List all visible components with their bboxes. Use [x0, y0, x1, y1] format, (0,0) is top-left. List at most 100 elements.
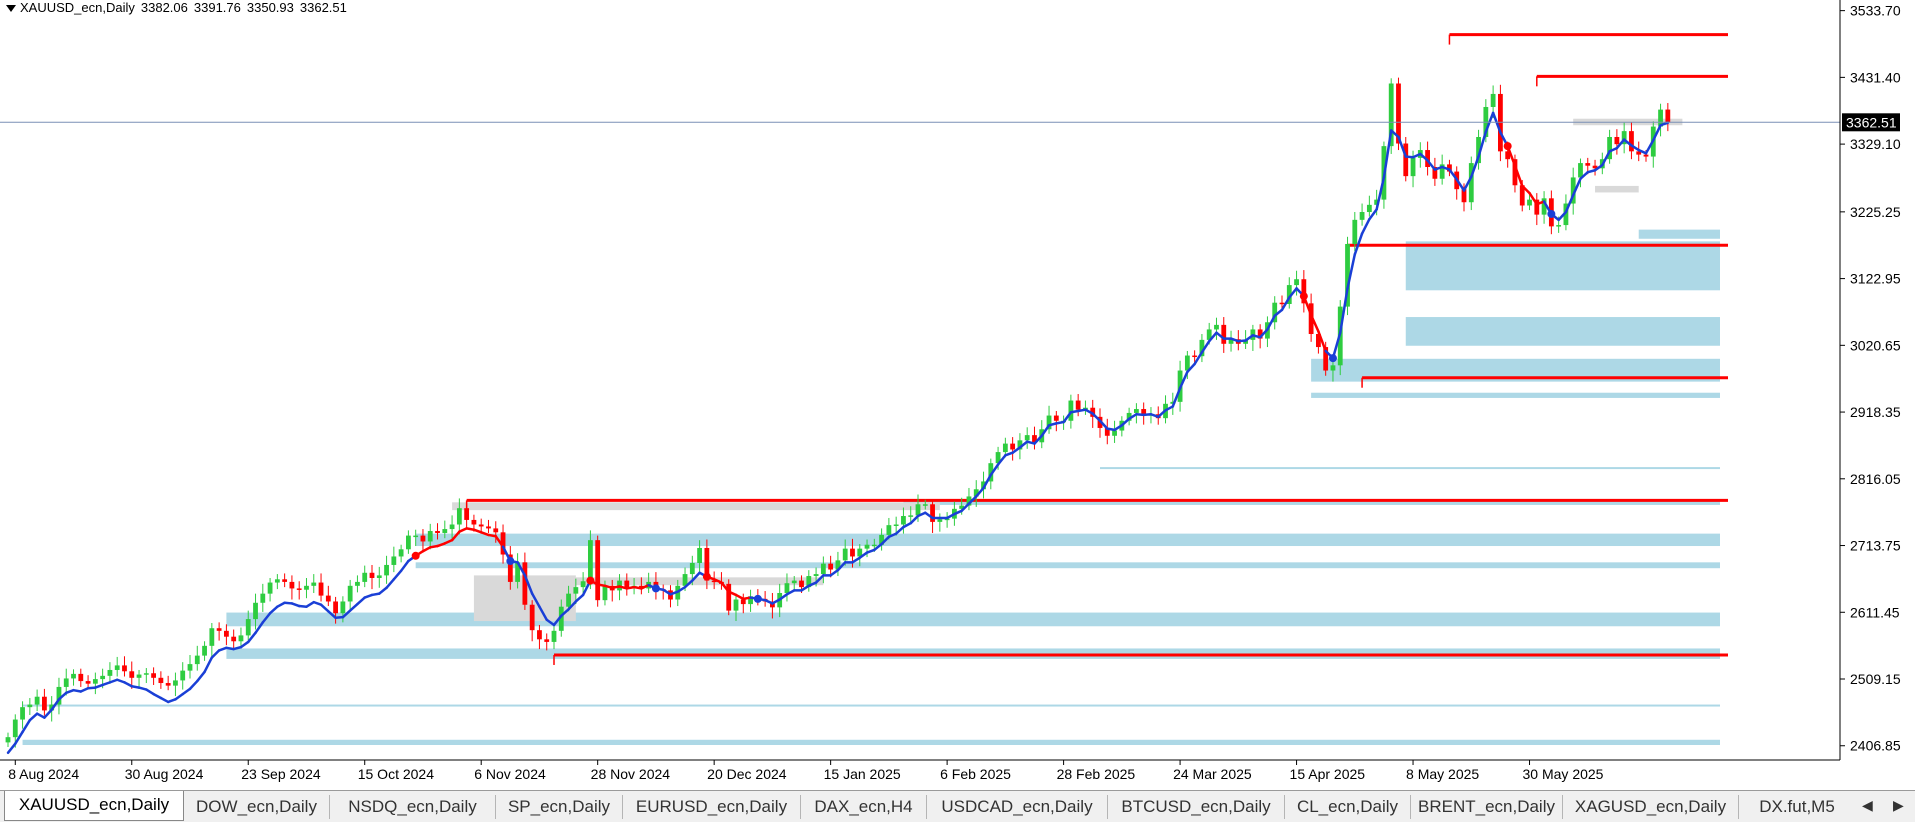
collapse-triangle-icon[interactable] — [6, 5, 16, 13]
trend-segment-111 — [814, 574, 825, 584]
tab-nsdq-daily[interactable]: NSDQ_ecn,Daily — [330, 795, 496, 819]
trend-segment-226 — [1652, 124, 1662, 142]
trend-segment-194 — [1419, 152, 1429, 162]
tab-xauusd-daily[interactable]: XAUUSD_ecn,Daily — [4, 791, 184, 821]
candle-body-72 — [529, 604, 535, 631]
candle-body-209 — [1527, 199, 1532, 206]
trend-segment-195 — [1426, 159, 1437, 171]
trend-segment-5 — [43, 708, 53, 719]
candle-body-4 — [34, 696, 40, 705]
trend-segment-199 — [1455, 178, 1466, 192]
chart-title: XAUUSD_ecn,Daily 3382.06 3391.76 3350.93 336… — [6, 0, 353, 15]
candle-body-41 — [304, 585, 309, 590]
trend-segment-150 — [1098, 419, 1109, 430]
candle-body-191 — [1396, 83, 1401, 144]
candle-body-193 — [1410, 157, 1416, 177]
trend-segment-91 — [669, 590, 680, 596]
tab-sp-daily[interactable]: SP_ecn,Daily — [496, 795, 623, 819]
candle-body-31 — [231, 636, 237, 642]
candle-body-79 — [580, 581, 586, 588]
candle-body-38 — [282, 579, 288, 582]
candle-body-196 — [1432, 167, 1438, 179]
tab-eurusd-daily[interactable]: EURUSD_ecn,Daily — [623, 795, 801, 819]
tab-dax-h4[interactable]: DAX_ecn,H4 — [801, 795, 927, 819]
trend-segment-105 — [771, 598, 781, 605]
candle-body-5 — [42, 696, 47, 711]
candle-body-74 — [544, 639, 550, 642]
candle-body-147 — [1075, 400, 1081, 410]
candle-body-65 — [478, 524, 484, 527]
tab-dx-m5[interactable]: DX.fut,M5 — [1759, 797, 1835, 816]
candle-body-28 — [209, 628, 215, 646]
candle-body-25 — [187, 664, 193, 671]
trend-segment-54 — [399, 559, 410, 573]
candle-body-7 — [56, 686, 62, 705]
tab-cl-daily[interactable]: CL_ecn,Daily — [1285, 795, 1411, 819]
trend-segment-8 — [64, 688, 75, 695]
x-tick-label-6: 20 Dec 2024 — [707, 766, 787, 782]
x-tick-label-9: 28 Feb 2025 — [1057, 766, 1136, 782]
candle-body-82 — [602, 585, 608, 601]
trend-segment-7 — [57, 691, 68, 701]
candle-body-26 — [194, 655, 200, 665]
candle-body-144 — [1053, 415, 1059, 421]
tab-btcusd-daily[interactable]: BTCUSD_ecn,Daily — [1108, 795, 1285, 819]
candle-body-14 — [107, 669, 113, 676]
tabs-prev-icon[interactable]: ◀ — [1862, 797, 1873, 813]
candle-body-47 — [347, 585, 353, 602]
x-tick-label-2: 23 Sep 2024 — [241, 766, 321, 782]
trend-segment-190 — [1389, 129, 1400, 139]
candle-body-23 — [173, 680, 178, 686]
tab-xagusd-daily[interactable]: XAGUSD_ecn,Daily — [1563, 795, 1739, 819]
trend-segment-76 — [560, 608, 570, 618]
candle-body-220 — [1607, 136, 1612, 160]
trend-segment-74 — [545, 618, 556, 627]
candle-body-29 — [216, 628, 222, 631]
trend-segment-65 — [479, 531, 490, 537]
tab-dow-daily[interactable]: DOW_ecn,Daily — [184, 795, 330, 819]
trend-segment-221 — [1615, 138, 1626, 150]
trend-segment-121 — [887, 532, 898, 539]
trend-segment-116 — [851, 556, 862, 564]
candle-body-115 — [842, 548, 848, 561]
chart-canvas[interactable]: 3533.70 3431.40 3329.10 3225.25 3122.95 3020.… — [0, 0, 1915, 790]
trend-segment-52 — [385, 578, 396, 590]
trend-segment-172 — [1258, 328, 1269, 339]
candle-body-66 — [486, 526, 491, 529]
tabs-next-icon[interactable]: ▶ — [1893, 797, 1904, 813]
trend-segment-6 — [50, 698, 61, 712]
demand-zone-11 — [226, 612, 1720, 627]
candle-body-175 — [1279, 302, 1285, 305]
trend-segment-104 — [763, 598, 774, 605]
tab-usdcad-daily[interactable]: USDCAD_ecn,Daily — [927, 795, 1108, 819]
candle-body-62 — [456, 508, 462, 525]
trend-segment-185 — [1353, 232, 1364, 256]
trend-segment-48 — [356, 596, 366, 606]
trend-segment-31 — [232, 645, 243, 651]
candle-body-178 — [1301, 279, 1307, 304]
candle-body-37 — [274, 579, 280, 583]
candle-body-12 — [92, 679, 98, 684]
trend-segment-117 — [858, 551, 869, 560]
candle-body-116 — [850, 548, 855, 557]
candle-body-122 — [893, 524, 899, 526]
price-chart[interactable]: 3533.70 3431.40 3329.10 3225.25 3122.95 3020.… — [0, 0, 1915, 790]
candle-body-224 — [1636, 151, 1642, 155]
trend-segment-57 — [421, 546, 432, 553]
candle-body-118 — [864, 544, 870, 549]
candle-body-76 — [558, 606, 564, 631]
candle-body-177 — [1294, 279, 1299, 286]
candle-body-197 — [1439, 164, 1445, 179]
demand-zone-13 — [22, 704, 1720, 707]
trend-segment-213 — [1557, 210, 1568, 222]
candle-body-182 — [1330, 365, 1336, 371]
candle-body-151 — [1104, 427, 1110, 436]
x-tick-label-8: 6 Feb 2025 — [940, 766, 1011, 782]
trend-segment-148 — [1084, 408, 1094, 415]
candle-body-123 — [901, 516, 906, 525]
trend-segment-75 — [552, 614, 563, 627]
candle-body-179 — [1308, 303, 1314, 335]
candle-body-59 — [435, 531, 440, 533]
demand-zone-1 — [1638, 229, 1720, 239]
tab-brent-daily[interactable]: BRENT_ecn,Daily — [1411, 795, 1563, 819]
